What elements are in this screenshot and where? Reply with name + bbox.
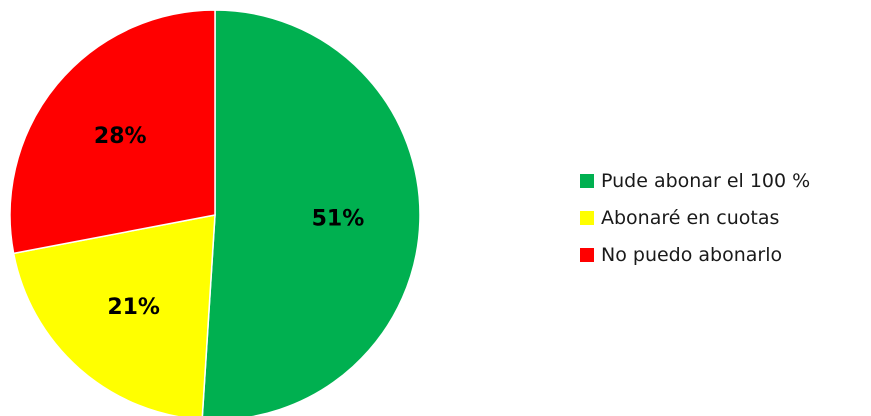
- pie-data-labels: 51% 21% 28%: [94, 124, 364, 320]
- legend: Pude abonar el 100 % Abonaré en cuotas No …: [580, 170, 810, 266]
- pie-slice-pude-abonar: [201, 9, 421, 416]
- pie-slice-no-puedo: [9, 9, 216, 255]
- data-label-pude-abonar: 51%: [312, 206, 365, 231]
- legend-swatch-pude-abonar: [580, 174, 594, 188]
- legend-label-abonare-cuotas: Abonaré en cuotas: [601, 207, 779, 229]
- data-label-no-puedo: 28%: [94, 124, 147, 149]
- legend-label-pude-abonar: Pude abonar el 100 %: [601, 170, 810, 192]
- pie-slices: [9, 9, 421, 416]
- legend-swatch-no-puedo: [580, 248, 594, 262]
- legend-swatch-abonare-cuotas: [580, 211, 594, 225]
- legend-label-no-puedo: No puedo abonarlo: [601, 244, 782, 266]
- data-label-abonare-cuotas: 21%: [107, 295, 160, 320]
